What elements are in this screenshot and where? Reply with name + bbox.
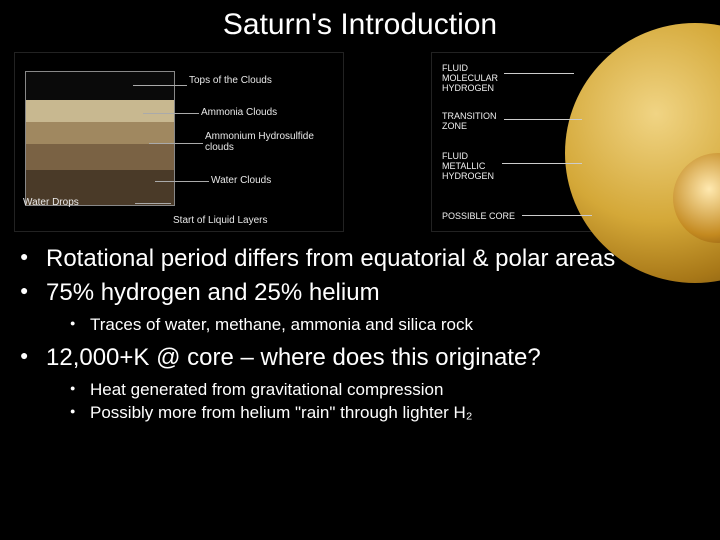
atm-label-liquid-layers: Start of Liquid Layers	[173, 215, 268, 226]
bullet-item: 12,000+K @ core – where does this origin…	[18, 343, 702, 425]
leader-line	[155, 181, 209, 182]
bullet-content: Rotational period differs from equatoria…	[0, 238, 720, 425]
bullet-item: 75% hydrogen and 25% helium Traces of wa…	[18, 278, 702, 337]
figure-row: Tops of the Clouds Ammonia Clouds Ammoni…	[0, 42, 720, 238]
atm-label-tops: Tops of the Clouds	[189, 75, 272, 86]
main-bullet-list: Rotational period differs from equatoria…	[18, 244, 702, 425]
atmosphere-layers-figure: Tops of the Clouds Ammonia Clouds Ammoni…	[14, 52, 344, 232]
sub-bullet-list: Traces of water, methane, ammonia and si…	[46, 314, 702, 337]
sat-label-metallic: FLUID METALLIC HYDROGEN	[442, 151, 494, 181]
slide-title: Saturn's Introduction	[0, 0, 720, 42]
atm-label-water-drops: Water Drops	[23, 197, 79, 208]
atm-layer-0	[26, 72, 174, 100]
sat-label-core: POSSIBLE CORE	[442, 211, 515, 221]
bullet-item: Rotational period differs from equatoria…	[18, 244, 702, 274]
atm-label-hydrosulfide: Ammonium Hydrosulfide clouds	[205, 131, 335, 153]
bullet-text: 12,000+K @ core – where does this origin…	[46, 344, 541, 371]
atm-layer-1	[26, 100, 174, 122]
sub-bullet-item: Traces of water, methane, ammonia and si…	[46, 314, 702, 337]
leader-line	[143, 113, 199, 114]
leader-line	[149, 143, 203, 144]
sat-label-fluid-molecular: FLUID MOLECULAR HYDROGEN	[442, 63, 498, 93]
leader-line	[504, 73, 574, 74]
atm-layer-2	[26, 122, 174, 144]
sub-bullet-item: Possibly more from helium "rain" through…	[46, 402, 702, 425]
sub-bullet-item: Heat generated from gravitational compre…	[46, 379, 702, 402]
atm-label-ammonia: Ammonia Clouds	[201, 107, 277, 118]
bullet-text: 75% hydrogen and 25% helium	[46, 279, 380, 306]
atm-label-water-clouds: Water Clouds	[211, 175, 271, 186]
leader-line	[522, 215, 592, 216]
bullet-text: Rotational period differs from equatoria…	[46, 245, 615, 272]
leader-line	[502, 163, 582, 164]
atmosphere-cross-section	[25, 71, 175, 206]
atm-layer-3	[26, 144, 174, 170]
leader-line	[135, 203, 171, 204]
saturn-interior-figure: FLUID MOLECULAR HYDROGEN TRANSITION ZONE…	[431, 52, 706, 232]
sat-label-transition: TRANSITION ZONE	[442, 111, 497, 131]
sub-bullet-list: Heat generated from gravitational compre…	[46, 379, 702, 425]
leader-line	[133, 85, 187, 86]
leader-line	[504, 119, 582, 120]
